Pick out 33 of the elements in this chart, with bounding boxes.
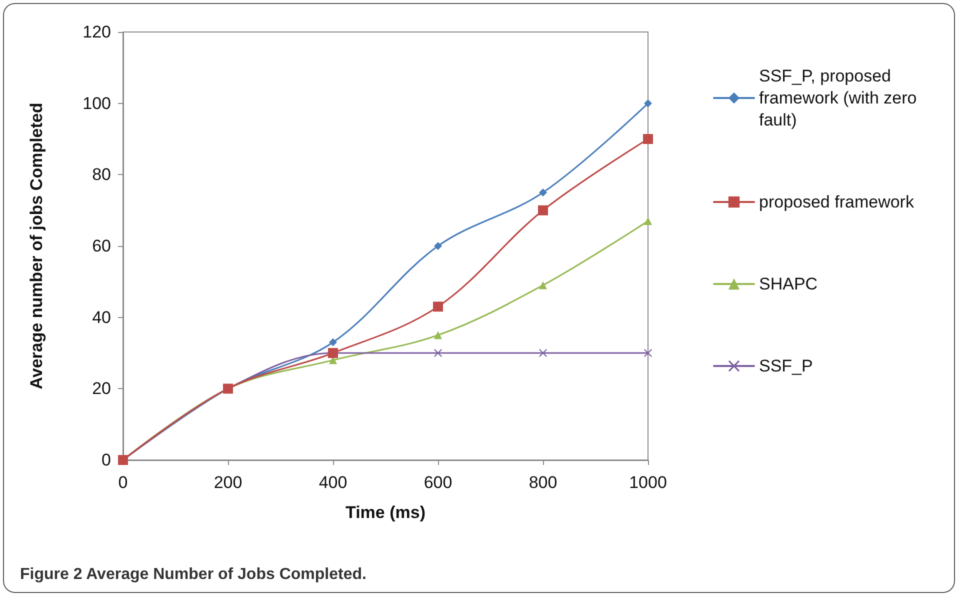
legend-label: SSF_P, proposed framework (with zero fault) <box>759 66 922 130</box>
y-axis-title: Average number of jobs Completed <box>27 102 46 390</box>
x-tick-label: 0 <box>118 473 128 492</box>
y-tick-label: 120 <box>82 22 111 42</box>
point <box>539 281 547 290</box>
point <box>433 302 443 312</box>
y-tick-label: 40 <box>92 308 111 327</box>
point <box>644 349 652 357</box>
x-tick-label: 600 <box>424 473 452 492</box>
point <box>434 331 442 340</box>
y-tick-label: 0 <box>102 450 111 470</box>
x-tick-label: 800 <box>528 473 558 492</box>
point <box>434 349 442 357</box>
point <box>538 205 548 216</box>
point <box>434 242 442 250</box>
y-tick-label: 80 <box>92 165 111 184</box>
x-tick-label: 1000 <box>629 473 667 492</box>
legend-label: proposed framework <box>759 192 914 212</box>
x-tick-label: 200 <box>214 473 242 492</box>
point <box>644 217 652 226</box>
point <box>643 134 653 144</box>
point <box>644 99 652 108</box>
point <box>539 349 547 357</box>
y-tick-label: 20 <box>92 379 111 398</box>
y-tick-label: 100 <box>82 94 111 113</box>
legend-label: SSF_P <box>759 356 813 376</box>
y-tick-label: 60 <box>92 236 111 256</box>
x-axis-title: Time (ms) <box>346 503 426 522</box>
caption: Figure 2 Average Number of Jobs Completed. <box>20 566 366 584</box>
x-tick-label: 400 <box>318 473 348 492</box>
point <box>539 188 547 196</box>
legend-label: SHAPC <box>759 274 818 294</box>
point <box>329 338 337 346</box>
